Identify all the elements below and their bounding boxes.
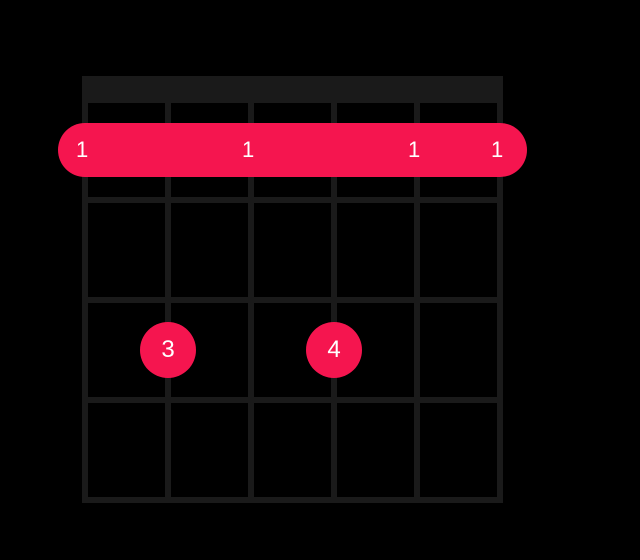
barre <box>58 123 527 177</box>
barre-finger-label: 1 <box>491 137 503 163</box>
finger-label: 3 <box>161 336 174 364</box>
fret-line <box>82 397 503 403</box>
finger-dot: 3 <box>140 322 196 378</box>
finger-label: 4 <box>327 336 340 364</box>
barre-finger-label: 1 <box>242 137 254 163</box>
barre-finger-label: 1 <box>76 137 88 163</box>
barre-finger-label: 1 <box>408 137 420 163</box>
fret-line <box>82 197 503 203</box>
finger-dot: 4 <box>306 322 362 378</box>
fret-line <box>82 497 503 503</box>
fret-line <box>82 97 503 103</box>
fret-line <box>82 297 503 303</box>
